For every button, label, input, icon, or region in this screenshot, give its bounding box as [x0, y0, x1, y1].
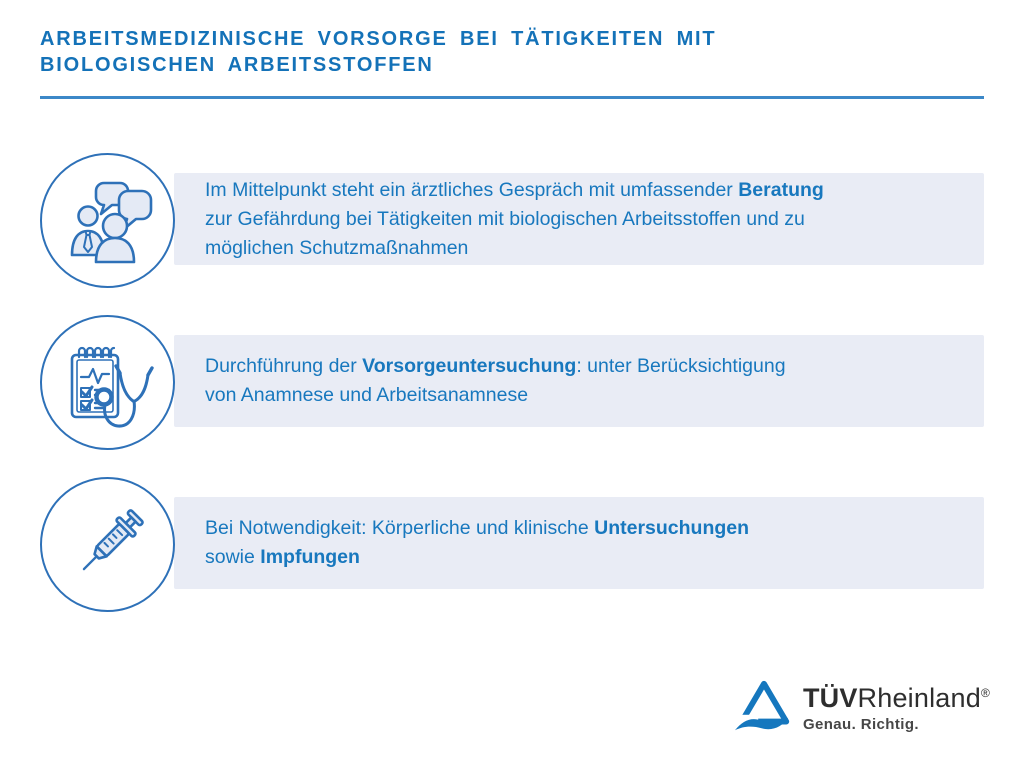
page-title-line-2: BIOLOGISCHEN ARBEITSSTOFFEN	[40, 54, 434, 76]
logo-tagline: Genau. Richtig.	[802, 715, 919, 733]
syringe-icon	[82, 508, 144, 570]
content-rows: Im Mittelpunkt steht ein ärztliches Gesp…	[40, 153, 984, 639]
examination-text-box: Durchführung der Vorsorgeuntersuchung: u…	[174, 335, 984, 427]
text-line: Durchführung der Vorsorgeuntersuchung: u…	[205, 355, 786, 377]
checklist-stethoscope-icon	[70, 346, 154, 428]
page-title: ARBEITSMEDIZINISCHE VORSORGE BEI TÄTIGKE…	[40, 26, 716, 78]
page-title-line-1: ARBEITSMEDIZINISCHE VORSORGE BEI TÄTIGKE…	[40, 28, 717, 50]
text-line: sowie Impfungen	[205, 546, 360, 568]
text-line: Bei Notwendigkeit: Körperliche und klini…	[205, 517, 750, 539]
text-line: zur Gefährdung bei Tätigkeiten mit biolo…	[205, 207, 805, 230]
vaccination-text-box: Bei Notwendigkeit: Körperliche und klini…	[174, 497, 984, 589]
consultation-people-icon	[70, 181, 152, 263]
row-consultation: Im Mittelpunkt steht ein ärztliches Gesp…	[40, 153, 984, 289]
row-vaccination: Bei Notwendigkeit: Körperliche und klini…	[40, 477, 984, 613]
tuv-rheinland-wordmark: TÜVRheinland®	[802, 682, 990, 713]
title-divider-rule	[40, 96, 984, 99]
consultation-icon-circle	[40, 153, 175, 288]
vaccination-icon-circle	[40, 477, 175, 612]
logo-rheinland-text: Rheinland	[857, 682, 981, 713]
text-line: Im Mittelpunkt steht ein ärztliches Gesp…	[205, 178, 824, 201]
tuv-rheinland-triangle-icon	[732, 680, 790, 733]
examination-icon-circle	[40, 315, 175, 450]
registered-trademark-symbol: ®	[980, 685, 990, 700]
text-line: von Anamnese und Arbeitsanamnese	[205, 384, 529, 406]
logo-tuv-text: TÜV	[802, 682, 858, 713]
consultation-text-box: Im Mittelpunkt steht ein ärztliches Gesp…	[174, 173, 984, 265]
text-line: möglichen Schutzmaßnahmen	[205, 236, 469, 259]
tuv-rheinland-logo: TÜVRheinland® Genau. Richtig.	[732, 676, 990, 740]
row-examination: Durchführung der Vorsorgeuntersuchung: u…	[40, 315, 984, 451]
